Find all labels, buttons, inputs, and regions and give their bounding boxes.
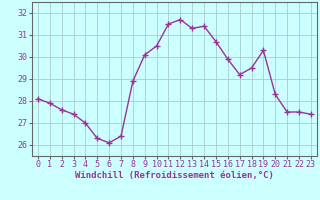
X-axis label: Windchill (Refroidissement éolien,°C): Windchill (Refroidissement éolien,°C) (75, 171, 274, 180)
